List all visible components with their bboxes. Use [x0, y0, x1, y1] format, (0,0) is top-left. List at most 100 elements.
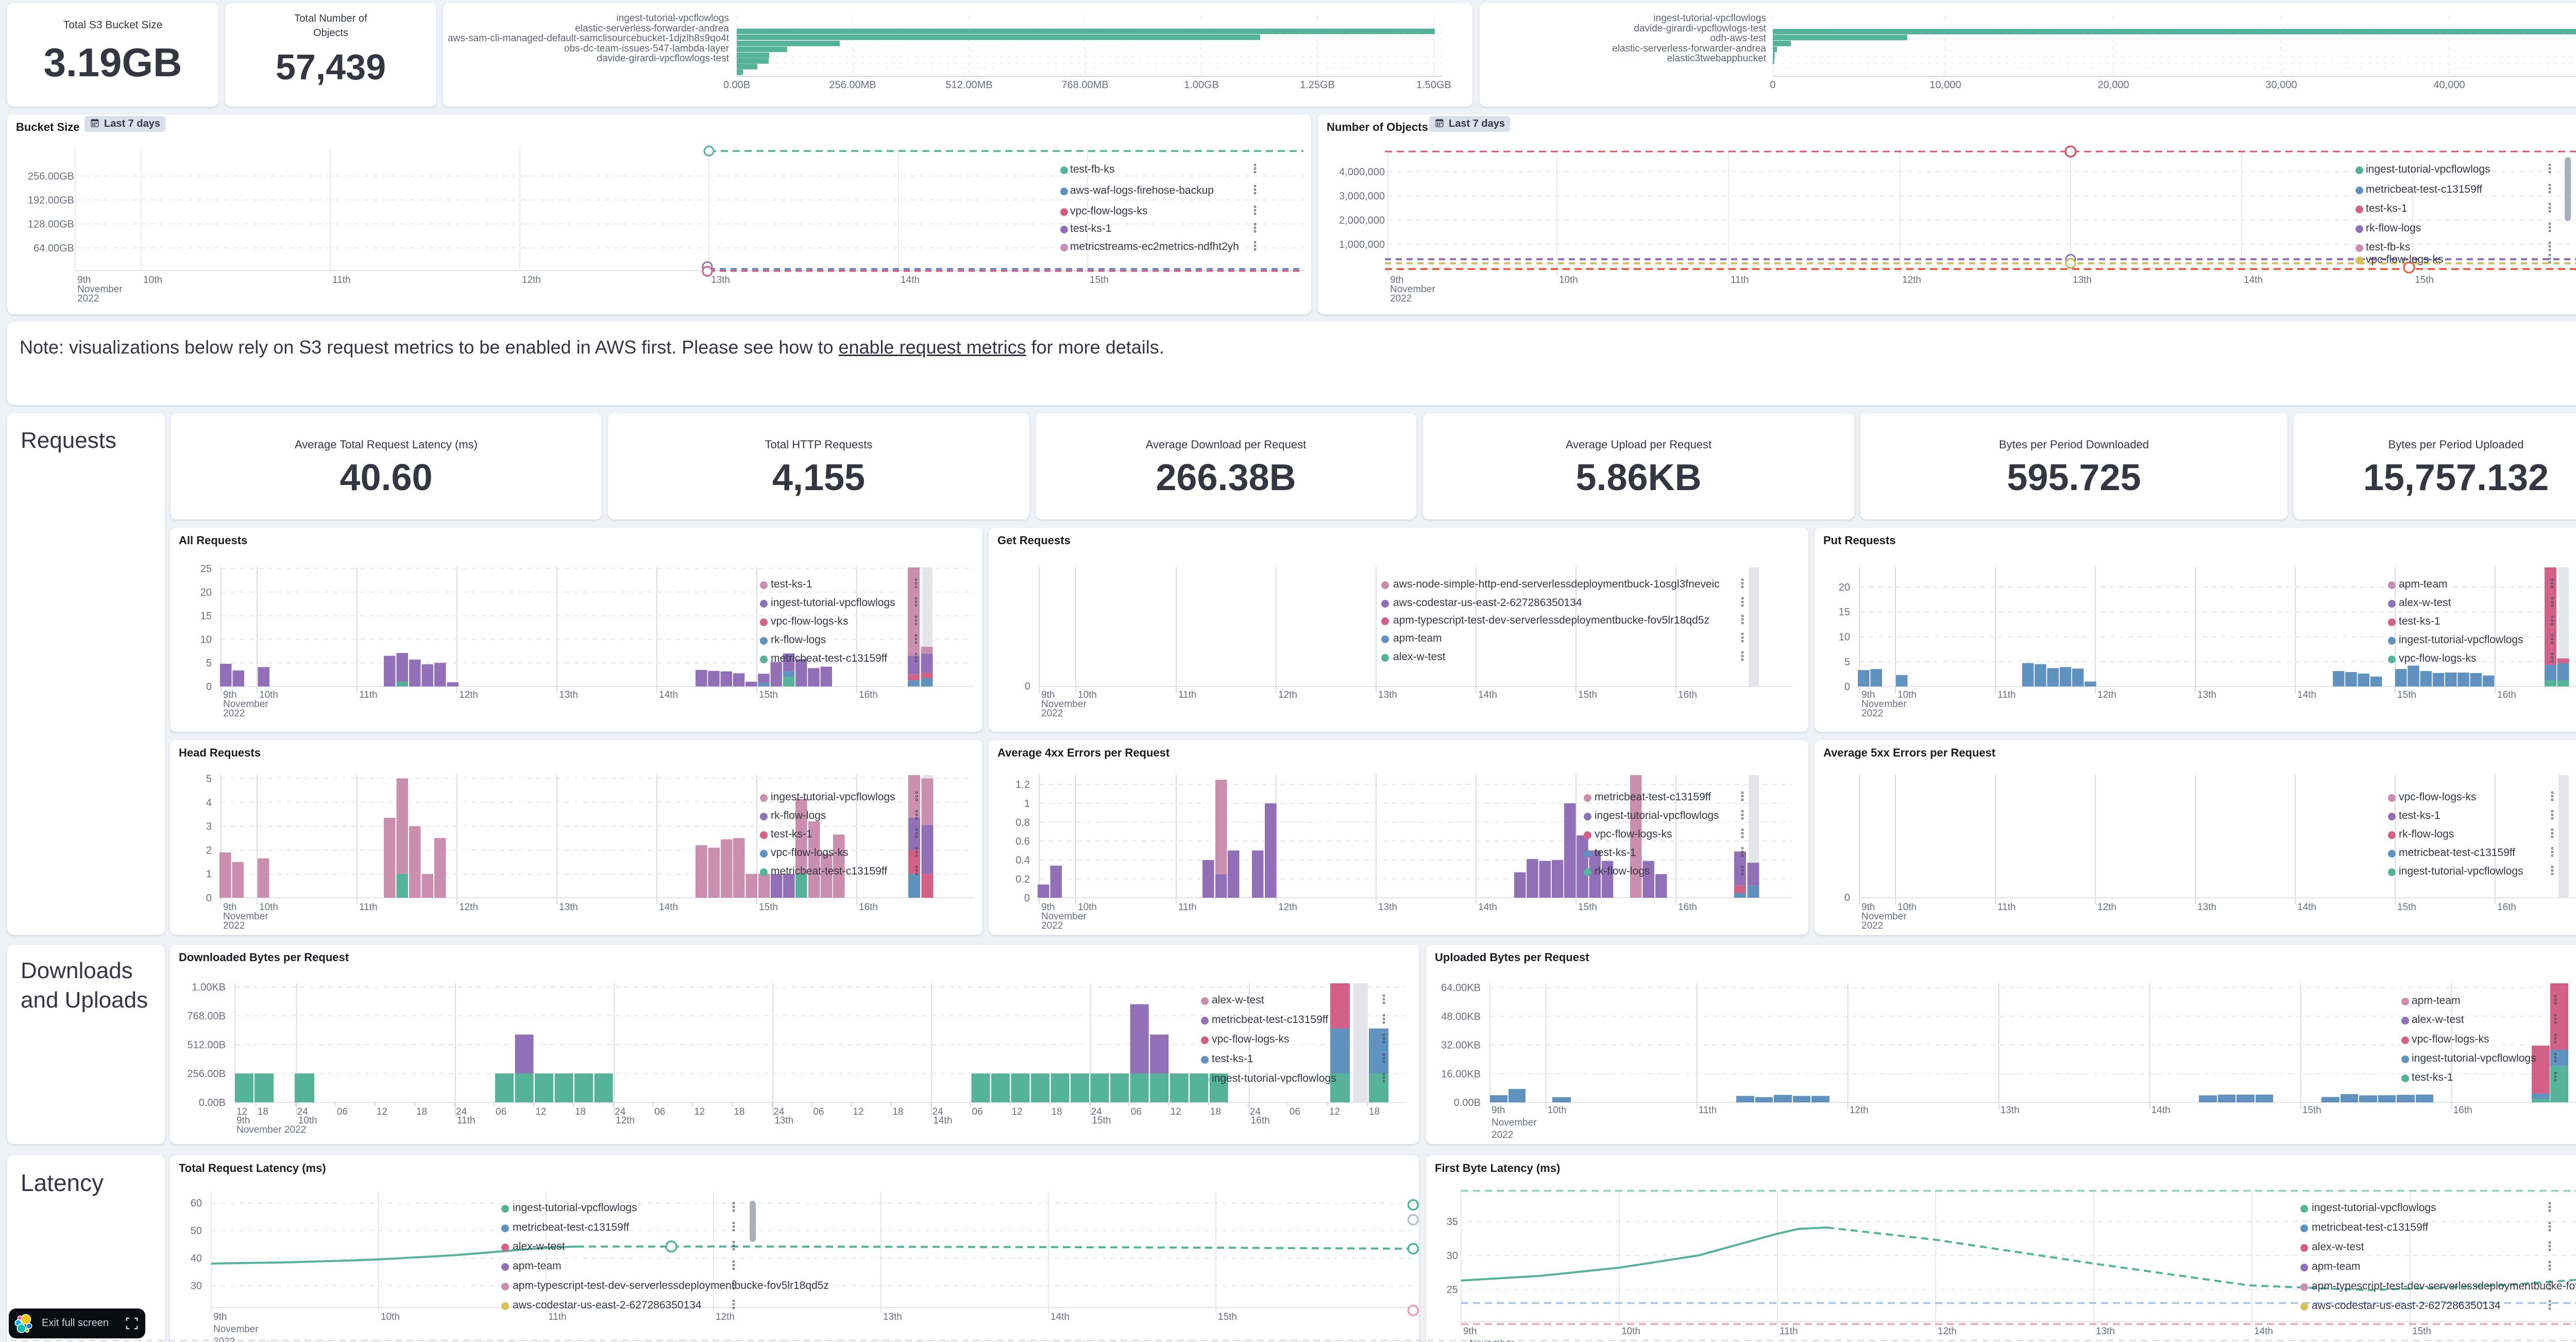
svg-text:2022: 2022: [1041, 708, 1063, 719]
svg-text:24: 24: [773, 1106, 785, 1117]
svg-text:November: November: [1041, 699, 1087, 710]
svg-text:13th: 13th: [883, 1312, 902, 1322]
svg-text:06: 06: [972, 1106, 983, 1117]
svg-text:13th: 13th: [1378, 690, 1397, 700]
svg-text:11th: 11th: [457, 1115, 476, 1126]
svg-text:12th: 12th: [2097, 690, 2116, 700]
svg-text:64.00GB: 64.00GB: [33, 243, 74, 254]
svg-text:November: November: [1469, 1338, 1515, 1342]
svg-text:12th: 12th: [522, 275, 541, 286]
svg-text:1.00GB: 1.00GB: [1184, 79, 1219, 91]
svg-text:14th: 14th: [2151, 1105, 2171, 1116]
svg-text:13th: 13th: [2096, 1326, 2115, 1337]
svg-text:30,000: 30,000: [2265, 79, 2297, 91]
svg-text:ingest-tutorial-vpcflowlogs: ingest-tutorial-vpcflowlogs: [1653, 13, 1766, 24]
svg-text:16th: 16th: [859, 902, 878, 913]
svg-text:5: 5: [1844, 657, 1850, 668]
svg-text:10: 10: [200, 634, 212, 645]
svg-text:10th: 10th: [259, 690, 278, 700]
svg-text:14th: 14th: [901, 275, 920, 286]
svg-text:40,000: 40,000: [2433, 79, 2465, 91]
svg-text:2022: 2022: [1041, 920, 1063, 931]
svg-text:18: 18: [416, 1106, 427, 1117]
svg-text:512.00B: 512.00B: [187, 1039, 226, 1051]
svg-text:11th: 11th: [1699, 1105, 1717, 1116]
svg-text:11th: 11th: [359, 690, 378, 700]
svg-text:24: 24: [456, 1106, 467, 1117]
svg-text:13th: 13th: [2001, 1105, 2020, 1116]
svg-text:0: 0: [1844, 681, 1850, 693]
svg-text:November: November: [77, 284, 123, 295]
svg-text:November: November: [1492, 1117, 1537, 1128]
svg-text:15th: 15th: [2415, 275, 2434, 286]
svg-text:15th: 15th: [759, 902, 778, 913]
svg-text:24: 24: [1250, 1106, 1261, 1117]
svg-text:60: 60: [191, 1198, 202, 1209]
svg-text:5: 5: [206, 658, 212, 669]
svg-text:11th: 11th: [1780, 1326, 1798, 1337]
svg-text:256.00GB: 256.00GB: [28, 171, 74, 182]
svg-text:768.00B: 768.00B: [187, 1011, 226, 1022]
svg-text:512.00MB: 512.00MB: [945, 79, 992, 91]
svg-text:0.00B: 0.00B: [723, 79, 750, 91]
svg-text:obs-dc-team-issues-547-lambda-: obs-dc-team-issues-547-lambda-layer: [564, 43, 730, 54]
svg-text:November 2022: November 2022: [236, 1125, 306, 1135]
svg-text:32.00KB: 32.00KB: [1441, 1040, 1481, 1051]
svg-text:0: 0: [206, 893, 212, 904]
svg-text:10th: 10th: [143, 275, 162, 286]
svg-text:18: 18: [1052, 1106, 1062, 1117]
svg-text:16th: 16th: [2497, 690, 2516, 700]
svg-text:192.00GB: 192.00GB: [28, 195, 74, 206]
svg-text:14th: 14th: [1478, 690, 1497, 700]
svg-text:18: 18: [1210, 1106, 1221, 1117]
svg-text:24: 24: [933, 1106, 944, 1117]
svg-text:11th: 11th: [1997, 902, 2016, 913]
svg-text:16th: 16th: [859, 690, 878, 700]
svg-text:13th: 13th: [559, 690, 578, 700]
svg-text:12: 12: [1329, 1106, 1340, 1117]
svg-text:15: 15: [1839, 607, 1850, 618]
svg-text:9th: 9th: [1041, 690, 1055, 700]
svg-text:16th: 16th: [1251, 1115, 1270, 1126]
svg-text:35: 35: [1447, 1216, 1458, 1228]
svg-text:16.00KB: 16.00KB: [1441, 1068, 1481, 1080]
svg-text:0.2: 0.2: [1015, 874, 1030, 885]
svg-text:12th: 12th: [716, 1312, 735, 1322]
svg-text:11th: 11th: [359, 902, 378, 913]
svg-text:davide-girardi-vpcflowlogs-tes: davide-girardi-vpcflowlogs-test: [597, 53, 729, 64]
svg-text:16th: 16th: [1678, 902, 1697, 913]
svg-text:18: 18: [575, 1106, 586, 1117]
svg-text:9th: 9th: [223, 690, 236, 700]
svg-text:November: November: [223, 911, 268, 922]
svg-text:13th: 13th: [774, 1115, 793, 1126]
svg-text:November: November: [213, 1324, 259, 1335]
svg-text:2022: 2022: [1390, 293, 1412, 304]
svg-text:0.00B: 0.00B: [1454, 1097, 1481, 1109]
svg-text:10,000: 10,000: [1929, 79, 1961, 91]
svg-text:14th: 14th: [2244, 275, 2263, 286]
svg-text:9th: 9th: [77, 275, 91, 286]
svg-text:25: 25: [1447, 1284, 1458, 1296]
svg-text:1: 1: [206, 869, 212, 880]
svg-text:256.00B: 256.00B: [187, 1068, 226, 1080]
svg-text:0.00B: 0.00B: [199, 1097, 226, 1109]
svg-text:128.00GB: 128.00GB: [28, 219, 74, 230]
svg-text:15th: 15th: [1218, 1312, 1237, 1322]
svg-text:10th: 10th: [1078, 690, 1097, 700]
svg-text:14th: 14th: [659, 902, 678, 913]
svg-text:1,000,000: 1,000,000: [1339, 239, 1385, 250]
svg-text:12: 12: [236, 1106, 247, 1117]
svg-text:24: 24: [297, 1106, 309, 1117]
svg-text:14th: 14th: [2297, 690, 2316, 700]
svg-text:48.00KB: 48.00KB: [1441, 1011, 1481, 1022]
svg-text:12th: 12th: [2097, 902, 2116, 913]
svg-text:aws-sam-cli-managed-default-sa: aws-sam-cli-managed-default-samclisource…: [448, 33, 730, 44]
svg-text:15th: 15th: [1092, 1115, 1111, 1126]
svg-text:5: 5: [206, 774, 212, 785]
svg-text:30: 30: [191, 1281, 202, 1292]
svg-text:14th: 14th: [659, 690, 678, 700]
svg-text:10: 10: [1839, 632, 1850, 643]
svg-text:14th: 14th: [2297, 902, 2316, 913]
svg-text:9th: 9th: [213, 1312, 227, 1322]
svg-text:13th: 13th: [1378, 902, 1397, 913]
